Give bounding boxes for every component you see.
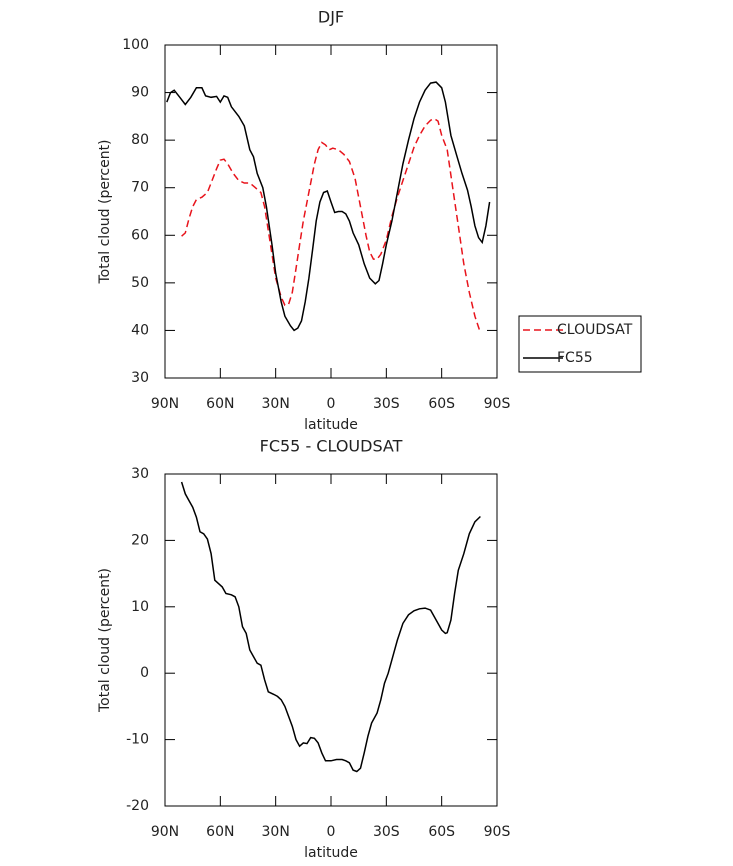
data-line (181, 117, 482, 334)
x-tick-label: 0 (327, 824, 336, 840)
x-tick-label: 90S (484, 396, 511, 412)
y-tick-label: -20 (126, 798, 149, 814)
y-tick-label: 50 (131, 275, 149, 291)
y-tick-label: 80 (131, 132, 149, 148)
x-tick-label: 90N (151, 396, 179, 412)
chart-title: FC55 - CLOUDSAT (260, 437, 403, 456)
x-tick-label: 60S (428, 824, 455, 840)
x-tick-label: 60N (206, 824, 234, 840)
x-tick-label: 0 (327, 396, 336, 412)
legend-label: CLOUDSAT (557, 322, 633, 338)
x-tick-label: 60S (428, 396, 455, 412)
y-tick-label: 20 (131, 532, 149, 548)
y-axis-label: Total cloud (percent) (97, 139, 113, 284)
x-tick-label: 90N (151, 824, 179, 840)
y-tick-label: -10 (126, 732, 149, 748)
x-tick-label: 90S (484, 824, 511, 840)
x-tick-label: 30S (373, 824, 400, 840)
legend-label: FC55 (557, 350, 593, 366)
y-tick-label: 90 (131, 85, 149, 101)
chart-title: DJF (318, 8, 344, 27)
y-tick-label: 30 (131, 466, 149, 482)
x-tick-label: 30N (262, 396, 290, 412)
x-tick-label: 30S (373, 396, 400, 412)
y-tick-label: 60 (131, 227, 149, 243)
x-axis-label: latitude (304, 417, 358, 433)
y-tick-label: 0 (140, 665, 149, 681)
x-axis-label: latitude (304, 845, 358, 861)
legend-box (518, 315, 642, 373)
y-tick-label: 100 (122, 37, 149, 53)
y-tick-label: 10 (131, 599, 149, 615)
y-tick-label: 40 (131, 322, 149, 338)
x-tick-label: 30N (262, 824, 290, 840)
x-tick-label: 60N (206, 396, 234, 412)
data-line (166, 81, 491, 332)
y-tick-label: 70 (131, 180, 149, 196)
data-line (180, 481, 481, 773)
y-tick-label: 30 (131, 370, 149, 386)
y-axis-label: Total cloud (percent) (97, 568, 113, 713)
plot-frame (164, 44, 498, 379)
plot-frame (164, 473, 498, 807)
